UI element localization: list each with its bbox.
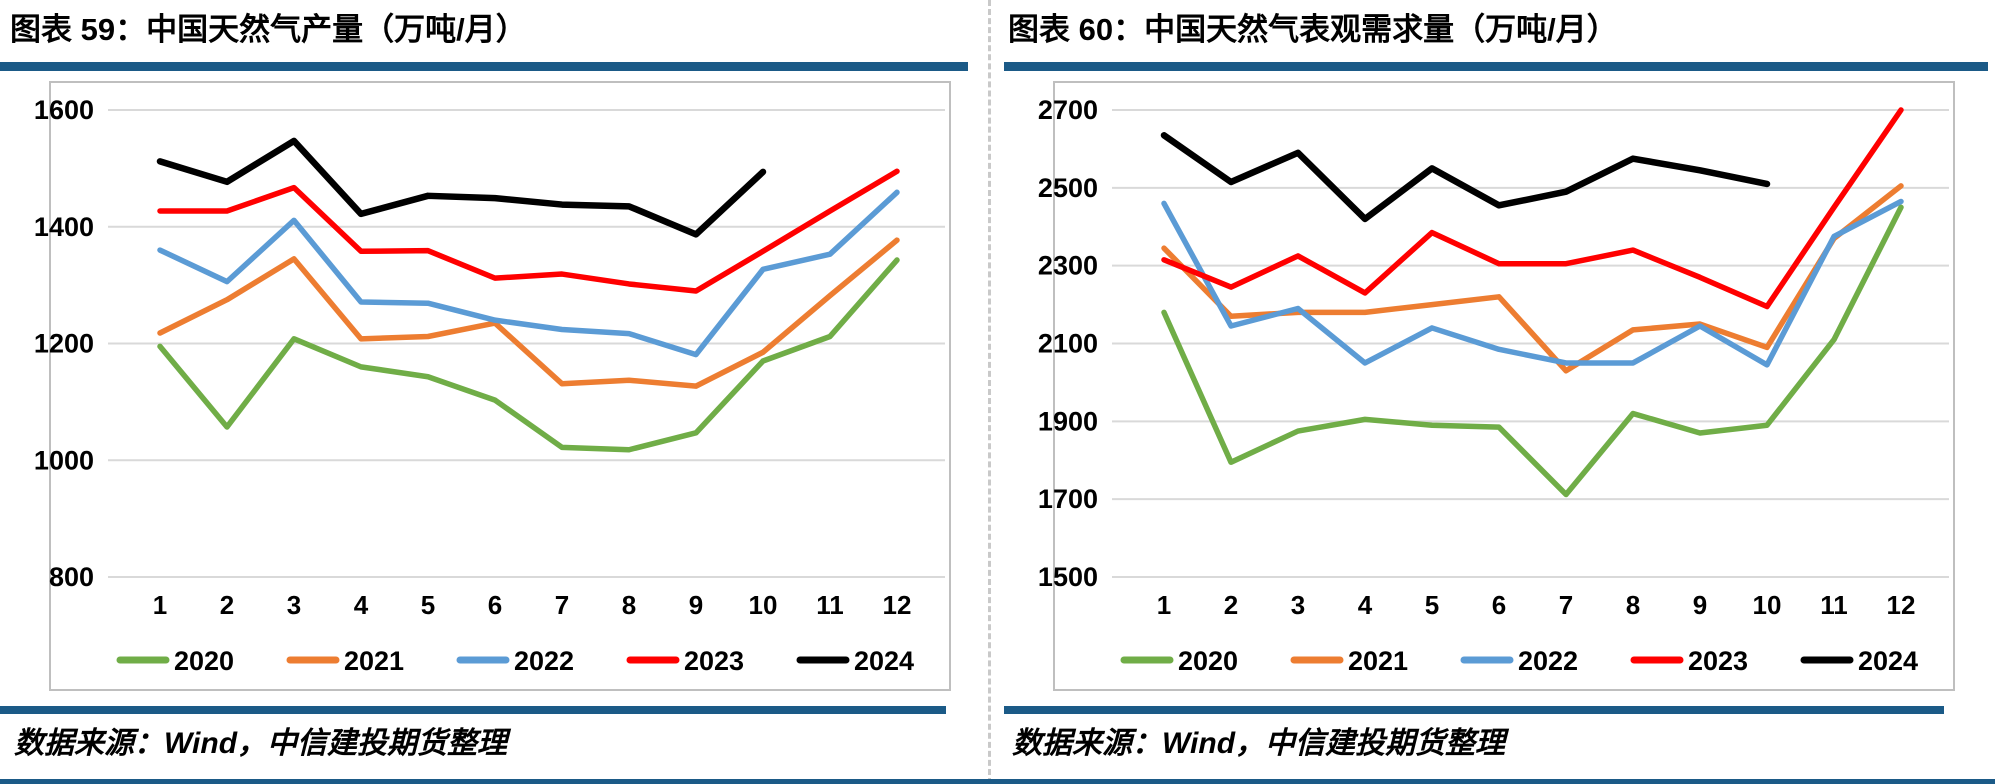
x-tick-label: 10 <box>1753 590 1782 620</box>
x-tick-label: 5 <box>1425 590 1439 620</box>
y-tick-label: 2100 <box>1038 329 1098 359</box>
legend-label-2022: 2022 <box>1518 646 1578 676</box>
series-line-2021 <box>157 237 900 389</box>
legend-label-2021: 2021 <box>344 646 404 676</box>
y-tick-label: 1500 <box>1038 562 1098 592</box>
y-tick-label: 1700 <box>1038 484 1098 514</box>
x-tick-label: 2 <box>220 590 234 620</box>
x-tick-label: 3 <box>287 590 301 620</box>
data-source-note-left: 数据来源：Wind，中信建投期货整理 <box>14 727 508 760</box>
title-underline-left <box>0 62 968 71</box>
x-tick-label: 11 <box>816 590 844 620</box>
panel-production: 图表 59：中国天然气产量（万吨/月） 1600 1400 1200 1000 800 1… <box>0 0 985 784</box>
x-tick-label: 1 <box>1157 590 1171 620</box>
panel-divider <box>988 0 991 784</box>
panel-demand: 图表 60：中国天然气表观需求量（万吨/月） 2700 2500 2300 2100 1… <box>998 0 1995 784</box>
x-tick-label: 7 <box>1559 590 1573 620</box>
legend-label-2021: 2021 <box>1348 646 1408 676</box>
x-tick-label: 6 <box>488 590 502 620</box>
legend-label-2024: 2024 <box>1858 646 1918 676</box>
legend-label-2020: 2020 <box>174 646 234 676</box>
x-tick-label: 8 <box>622 590 636 620</box>
x-tick-label: 8 <box>1626 590 1640 620</box>
x-tick-label: 9 <box>1693 590 1707 620</box>
y-tick-label: 2500 <box>1038 173 1098 203</box>
legend-label-2022: 2022 <box>514 646 574 676</box>
y-tick-label: 800 <box>49 562 94 592</box>
x-tick-label: 7 <box>555 590 569 620</box>
series-line-2024 <box>1160 132 1771 223</box>
y-tick-label: 1900 <box>1038 406 1098 436</box>
x-tick-label: 10 <box>749 590 778 620</box>
title-underline-right <box>1004 62 1988 71</box>
x-tick-label: 12 <box>883 590 912 620</box>
x-tick-label: 4 <box>1358 590 1373 620</box>
plot-frame <box>49 81 951 691</box>
series-line-2023 <box>157 168 900 294</box>
y-tick-label: 1400 <box>34 212 94 242</box>
y-tick-label: 1000 <box>34 445 94 475</box>
y-tick-label: 2700 <box>1038 95 1098 125</box>
x-tick-label: 9 <box>689 590 703 620</box>
legend-label-2023: 2023 <box>684 646 744 676</box>
legend-label-2023: 2023 <box>1688 646 1748 676</box>
x-tick-label: 4 <box>354 590 369 620</box>
x-tick-label: 2 <box>1224 590 1238 620</box>
data-source-note-right: 数据来源：Wind，中信建投期货整理 <box>1012 727 1506 760</box>
series-line-2024 <box>156 137 767 238</box>
series-line-2022 <box>157 189 900 358</box>
series-line-2022 <box>1161 198 1904 368</box>
y-tick-label: 2300 <box>1038 251 1098 281</box>
footer-rule-right <box>1004 706 1944 714</box>
y-tick-label: 1200 <box>34 329 94 359</box>
x-tick-label: 11 <box>1820 590 1848 620</box>
page-bottom-rule <box>0 779 1995 784</box>
x-tick-label: 6 <box>1492 590 1506 620</box>
series-line-2023 <box>1161 107 1904 310</box>
plot-frame <box>1053 81 1955 691</box>
x-tick-label: 1 <box>153 590 167 620</box>
x-tick-label: 12 <box>1887 590 1916 620</box>
y-tick-label: 1600 <box>34 95 94 125</box>
series-line-2020 <box>1161 204 1904 498</box>
footer-rule-left <box>0 706 946 714</box>
legend-label-2024: 2024 <box>854 646 914 676</box>
series-line-2020 <box>157 257 900 453</box>
chart-title-left: 图表 59：中国天然气产量（万吨/月） <box>10 12 527 47</box>
chart-title-right: 图表 60：中国天然气表观需求量（万吨/月） <box>1008 12 1618 47</box>
legend-label-2020: 2020 <box>1178 646 1238 676</box>
x-tick-label: 5 <box>421 590 435 620</box>
x-tick-label: 3 <box>1291 590 1305 620</box>
